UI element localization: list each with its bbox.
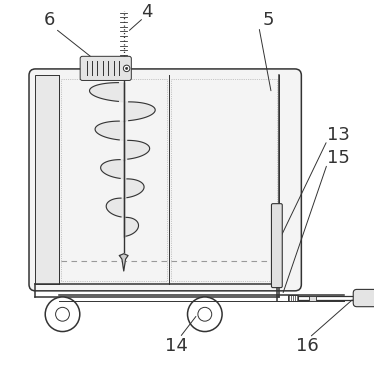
Text: 14: 14 [165, 337, 187, 355]
Circle shape [45, 297, 80, 331]
Text: 13: 13 [327, 126, 350, 144]
Bar [288, 295, 298, 301]
Polygon shape [95, 121, 124, 141]
Text: 15: 15 [327, 149, 350, 167]
Polygon shape [120, 254, 128, 271]
Polygon shape [124, 141, 150, 160]
Bar [171, 79, 277, 281]
Polygon shape [124, 218, 139, 237]
Polygon shape [100, 160, 124, 179]
FancyBboxPatch shape [272, 204, 282, 288]
Circle shape [126, 67, 128, 69]
Circle shape [198, 307, 212, 321]
Bar [59, 76, 169, 284]
Polygon shape [90, 82, 124, 102]
Bar [61, 79, 167, 281]
Circle shape [123, 65, 130, 72]
FancyBboxPatch shape [353, 289, 380, 307]
Circle shape [55, 307, 69, 321]
Polygon shape [124, 179, 144, 198]
Text: 4: 4 [141, 3, 153, 22]
Polygon shape [124, 102, 155, 121]
FancyBboxPatch shape [80, 56, 131, 80]
Text: 5: 5 [262, 11, 274, 28]
Polygon shape [106, 198, 124, 218]
Text: 6: 6 [44, 11, 55, 28]
Bar [309, 296, 316, 300]
Circle shape [187, 297, 222, 331]
FancyBboxPatch shape [29, 69, 301, 291]
Text: 16: 16 [296, 337, 319, 355]
Bar [35, 76, 59, 284]
